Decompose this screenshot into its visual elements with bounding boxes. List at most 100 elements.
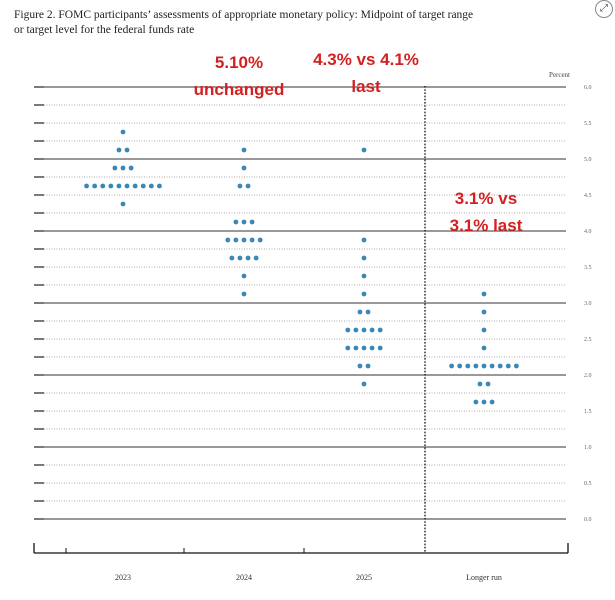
y-axis-unit-label: Percent: [549, 71, 570, 79]
caption-line-2: or target level for the federal funds ra…: [14, 24, 195, 36]
projection-dot: [148, 183, 154, 189]
y-tick-label: 5.5: [584, 121, 592, 127]
projection-dot: [497, 363, 503, 369]
y-tick-label: 2.5: [584, 337, 592, 343]
projection-dot: [241, 291, 247, 297]
figure-caption: Figure 2. FOMC participants’ assessments…: [14, 8, 594, 38]
projection-dot: [120, 129, 126, 135]
y-tick-label: 5.0: [584, 157, 592, 163]
projection-dot: [361, 345, 367, 351]
annotation-text: unchanged: [194, 80, 285, 99]
x-category-label: Longer run: [466, 573, 502, 582]
projection-dot: [229, 255, 235, 261]
projection-dot: [365, 309, 371, 315]
projection-dot: [237, 183, 243, 189]
projection-dot: [361, 327, 367, 333]
projection-dot: [473, 399, 479, 405]
projection-dot: [128, 165, 134, 171]
y-tick-label: 3.5: [584, 265, 592, 271]
projection-dot: [241, 273, 247, 279]
projection-dot: [357, 309, 363, 315]
projection-dot: [233, 237, 239, 243]
projection-dot: [241, 219, 247, 225]
projection-dot: [124, 183, 130, 189]
projection-dot: [120, 165, 126, 171]
projection-dot: [361, 291, 367, 297]
projection-dot: [361, 147, 367, 153]
projection-dot: [253, 255, 259, 261]
projection-dot: [257, 237, 263, 243]
annotation-text: 3.1% vs: [455, 189, 517, 208]
projection-dot: [369, 345, 375, 351]
projection-dot: [132, 183, 138, 189]
projection-dot: [92, 183, 98, 189]
y-tick-label: 1.5: [584, 409, 592, 415]
projection-dot: [233, 219, 239, 225]
y-tick-label: 2.0: [584, 373, 592, 379]
x-category-label: 2023: [115, 573, 131, 582]
projection-dot: [241, 237, 247, 243]
projection-dot: [489, 363, 495, 369]
projection-dot: [505, 363, 511, 369]
projection-dot: [457, 363, 463, 369]
annotation-text: 3.1% last: [450, 216, 523, 235]
projection-dot: [481, 363, 487, 369]
projection-dot: [120, 201, 126, 207]
x-category-label: 2025: [356, 573, 372, 582]
annotation-text: last: [351, 77, 381, 96]
projection-dot: [369, 327, 375, 333]
projection-dot: [140, 183, 146, 189]
projection-dot: [473, 363, 479, 369]
projection-dot: [377, 345, 383, 351]
projection-dot: [241, 165, 247, 171]
projection-dot: [124, 147, 130, 153]
projection-dot: [245, 183, 251, 189]
projection-dot: [485, 381, 491, 387]
projection-dot: [481, 345, 487, 351]
projection-dot: [116, 147, 122, 153]
projection-dot: [116, 183, 122, 189]
projection-dot: [481, 291, 487, 297]
caption-line-1: Figure 2. FOMC participants’ assessments…: [14, 9, 474, 21]
projection-dot: [361, 381, 367, 387]
projection-dot: [241, 147, 247, 153]
projection-dot: [157, 183, 162, 189]
projection-dot: [465, 363, 471, 369]
projection-dot: [353, 345, 359, 351]
projection-dot: [245, 255, 251, 261]
annotation-text: 4.3% vs 4.1%: [313, 50, 419, 69]
projection-dot: [249, 237, 255, 243]
projection-dot: [365, 363, 371, 369]
projection-dot: [112, 165, 118, 171]
y-tick-label: 6.0: [584, 85, 592, 91]
projection-dot: [481, 327, 487, 333]
projection-dot: [361, 273, 367, 279]
y-tick-label: 4.0: [584, 229, 592, 235]
projection-dot: [108, 183, 114, 189]
projection-dot: [353, 327, 359, 333]
projection-dot: [345, 345, 351, 351]
projection-dot: [84, 183, 89, 189]
projection-dot: [514, 363, 519, 369]
projection-dot: [489, 399, 495, 405]
projection-dot: [237, 255, 243, 261]
projection-dot: [481, 309, 487, 315]
y-tick-label: 0.5: [584, 481, 592, 487]
projection-dot: [377, 327, 383, 333]
y-tick-label: 1.0: [584, 445, 592, 451]
y-tick-label: 3.0: [584, 301, 592, 307]
projection-dot: [249, 219, 255, 225]
projection-dot: [481, 399, 487, 405]
projection-dot: [449, 363, 454, 369]
y-tick-label: 0.0: [584, 517, 592, 523]
projection-dot: [361, 255, 367, 261]
projection-dot: [357, 363, 363, 369]
expand-icon[interactable]: ⤢: [595, 0, 613, 18]
projection-dot: [477, 381, 483, 387]
x-category-label: 2024: [236, 573, 252, 582]
y-tick-label: 4.5: [584, 193, 592, 199]
annotation-text: 5.10%: [215, 53, 263, 72]
projection-dot: [100, 183, 106, 189]
projection-dot: [225, 237, 231, 243]
